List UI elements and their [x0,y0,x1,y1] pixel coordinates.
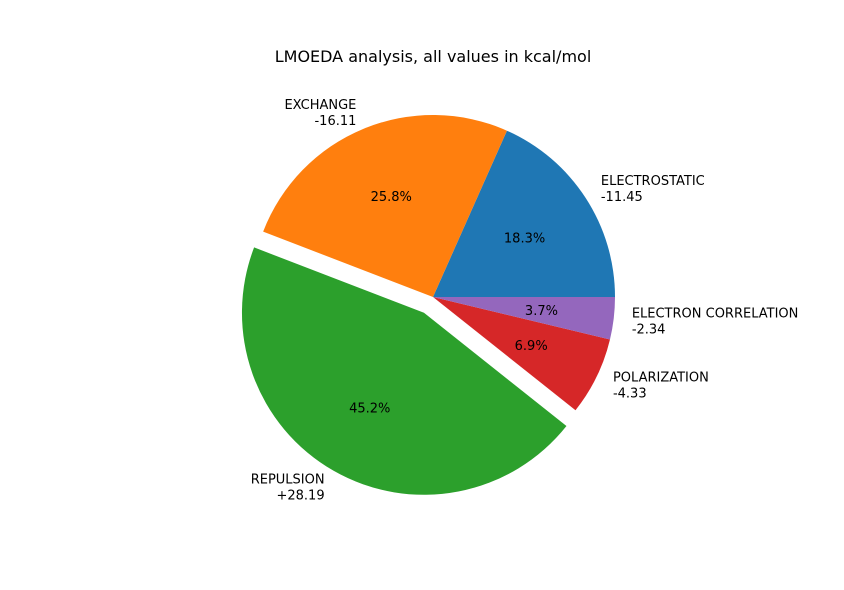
pie-slice-exchange [263,115,507,297]
pie-slice-label: REPULSION +28.19 [251,473,325,504]
pie-slice-polarization [433,297,610,411]
pie-pct-label: 45.2% [349,402,390,417]
pie-slice-electron-correlation [433,297,615,340]
slice-name: ELECTROSTATIC [601,174,705,189]
pie-pct-label: 3.7% [525,304,558,319]
pie-slices [241,115,615,495]
pie-slice-label: EXCHANGE -16.11 [284,98,356,129]
slice-name: EXCHANGE [284,98,356,113]
pie-labels: 18.3% ELECTROSTATIC -11.45 25.8% EXCHANGE -16… [251,98,799,504]
pie-pct-label: 18.3% [504,231,545,246]
slice-name: POLARIZATION [613,371,709,386]
slice-value: -16.11 [314,114,356,129]
slice-value: -4.33 [613,387,647,402]
pie-pct-label: 25.8% [371,190,412,205]
slice-value: -2.34 [632,323,666,338]
pie-slice-repulsion [241,247,567,495]
pie-slice-label: POLARIZATION -4.33 [613,371,709,402]
slice-name: ELECTRON CORRELATION [632,307,799,322]
chart-title: LMOEDA analysis, all values in kcal/mol [275,47,592,66]
pie-slice-label: ELECTROSTATIC -11.45 [601,174,705,205]
pie-pct-label: 6.9% [515,339,548,354]
slice-value: -11.45 [601,190,643,205]
slice-value: +28.19 [276,489,324,504]
slice-name: REPULSION [251,473,325,488]
pie-slice-electrostatic [433,130,615,297]
pie-slice-label: ELECTRON CORRELATION -2.34 [632,307,799,338]
